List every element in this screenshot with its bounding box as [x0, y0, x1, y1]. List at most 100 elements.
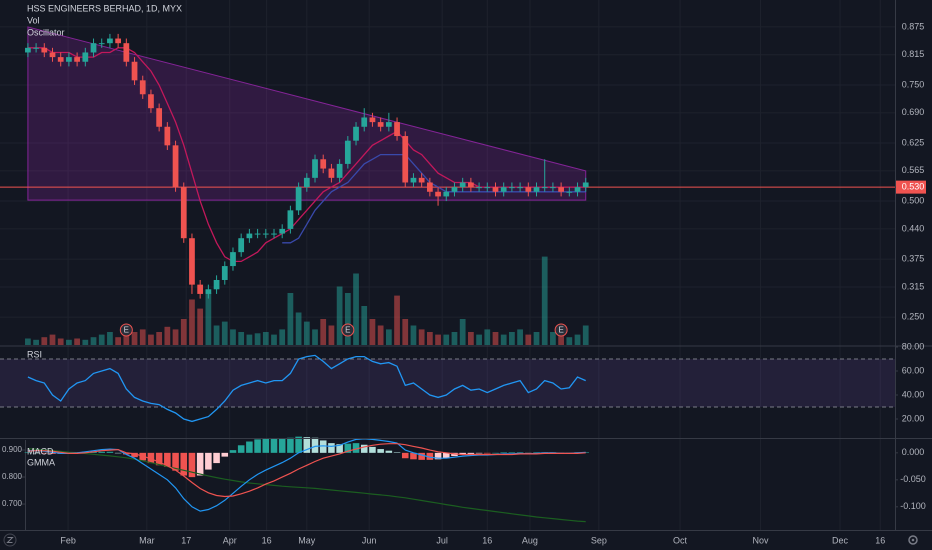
volume-bar — [57, 338, 64, 345]
volume-bar — [541, 256, 548, 345]
volume-bar — [533, 332, 540, 345]
event-label: E — [558, 326, 563, 335]
candle-body — [394, 122, 400, 137]
candle-body — [476, 187, 482, 189]
volume-bar — [451, 332, 458, 345]
macd-histogram-bar — [155, 452, 163, 466]
event-label: E — [345, 326, 350, 335]
event-marker — [554, 323, 568, 337]
volume-bar — [262, 332, 269, 345]
candle-body — [361, 117, 368, 127]
macd-histogram-bar — [369, 446, 376, 453]
macd-histogram-bar — [32, 452, 40, 454]
y2-tick-label: 0.900 — [2, 445, 23, 454]
x-tick-label: Dec — [832, 535, 849, 545]
macd-histogram-bar — [516, 452, 524, 453]
candle-body — [107, 38, 113, 44]
candle-body — [164, 126, 171, 146]
volume-bar — [500, 334, 507, 345]
y2-tick-label: 0.800 — [2, 472, 23, 481]
volume-bar — [230, 329, 236, 345]
volume-bar — [271, 334, 277, 345]
volume-bar — [344, 293, 351, 345]
candle-body — [221, 266, 228, 280]
volume-bar — [410, 325, 417, 345]
macd-histogram-bar — [352, 443, 360, 453]
x-tick-label: Jun — [362, 535, 377, 545]
volume-bar — [385, 329, 392, 345]
candle-body — [246, 233, 253, 239]
macd-histogram-bar — [475, 452, 483, 454]
macd-histogram-bar — [336, 444, 343, 453]
candle-body — [385, 122, 392, 127]
volume-bar — [525, 334, 532, 345]
candle-body — [189, 238, 195, 285]
indicator-name: Vol — [27, 15, 40, 25]
candle-body — [98, 43, 105, 45]
volume-bar — [459, 319, 466, 345]
macd-histogram-bar — [188, 452, 196, 478]
volume-bar — [74, 338, 80, 345]
grid — [0, 0, 898, 530]
moving-average — [27, 47, 586, 263]
y-tick-label: 0.000 — [902, 447, 925, 457]
candle-body — [148, 94, 154, 109]
candle-body — [541, 187, 548, 189]
x-tick-label: Apr — [223, 535, 237, 545]
candle-body — [582, 182, 589, 188]
candle-body — [254, 233, 261, 235]
y-tick-label: 0.875 — [902, 21, 925, 31]
volume-bar — [443, 334, 450, 345]
candle-body — [558, 187, 564, 192]
macd-histogram-bar — [508, 452, 516, 453]
moving-average — [282, 153, 586, 244]
candle-body — [262, 233, 269, 235]
y-tick-label: 60.00 — [902, 365, 925, 375]
y-tick-label: -0.050 — [900, 474, 926, 484]
volume-bar — [476, 334, 482, 345]
settings-icon[interactable] — [908, 535, 918, 545]
volume-bar — [509, 332, 515, 345]
event-marker — [341, 323, 355, 337]
macd-histogram-bar — [360, 444, 368, 453]
volume-bar — [377, 325, 384, 345]
candle-body — [550, 187, 556, 189]
y-tick-label: 80.00 — [902, 341, 925, 351]
macd-histogram-bar — [319, 440, 327, 453]
candle-body — [517, 187, 523, 189]
y-tick-label: 0.250 — [902, 312, 925, 322]
candle-body — [500, 187, 507, 192]
volume-bar — [312, 329, 318, 345]
x-tick-label: Nov — [752, 535, 769, 545]
macd-histogram-bar — [525, 452, 532, 454]
volume-bar — [394, 295, 400, 345]
candle-body — [74, 57, 80, 62]
volume-bar — [435, 334, 441, 345]
macd-histogram-bar — [303, 437, 311, 453]
macd-histogram-bar — [147, 452, 155, 464]
volume-bar — [246, 334, 253, 345]
macd-histogram-bar — [205, 452, 212, 470]
volume-bar — [254, 333, 261, 345]
x-tick-label: Mar — [139, 535, 155, 545]
volume-bar — [98, 334, 105, 345]
candle-body — [418, 177, 425, 183]
candle-body — [344, 140, 351, 164]
volume-bar — [303, 321, 310, 345]
rsi-band — [0, 359, 895, 407]
volume-bar — [484, 329, 491, 345]
macd-histogram-bar — [344, 443, 352, 453]
volume-bar — [180, 319, 187, 345]
volume-bar — [336, 286, 343, 345]
volume-bar — [418, 329, 425, 345]
candle-body — [353, 126, 359, 141]
candle-body — [525, 187, 532, 192]
timezone-icon[interactable] — [3, 533, 17, 547]
macd-histogram-bar — [533, 452, 540, 453]
volume-bar — [279, 329, 286, 345]
candle-body — [131, 61, 138, 81]
candle-body — [336, 163, 343, 178]
volume-bar — [156, 332, 163, 345]
